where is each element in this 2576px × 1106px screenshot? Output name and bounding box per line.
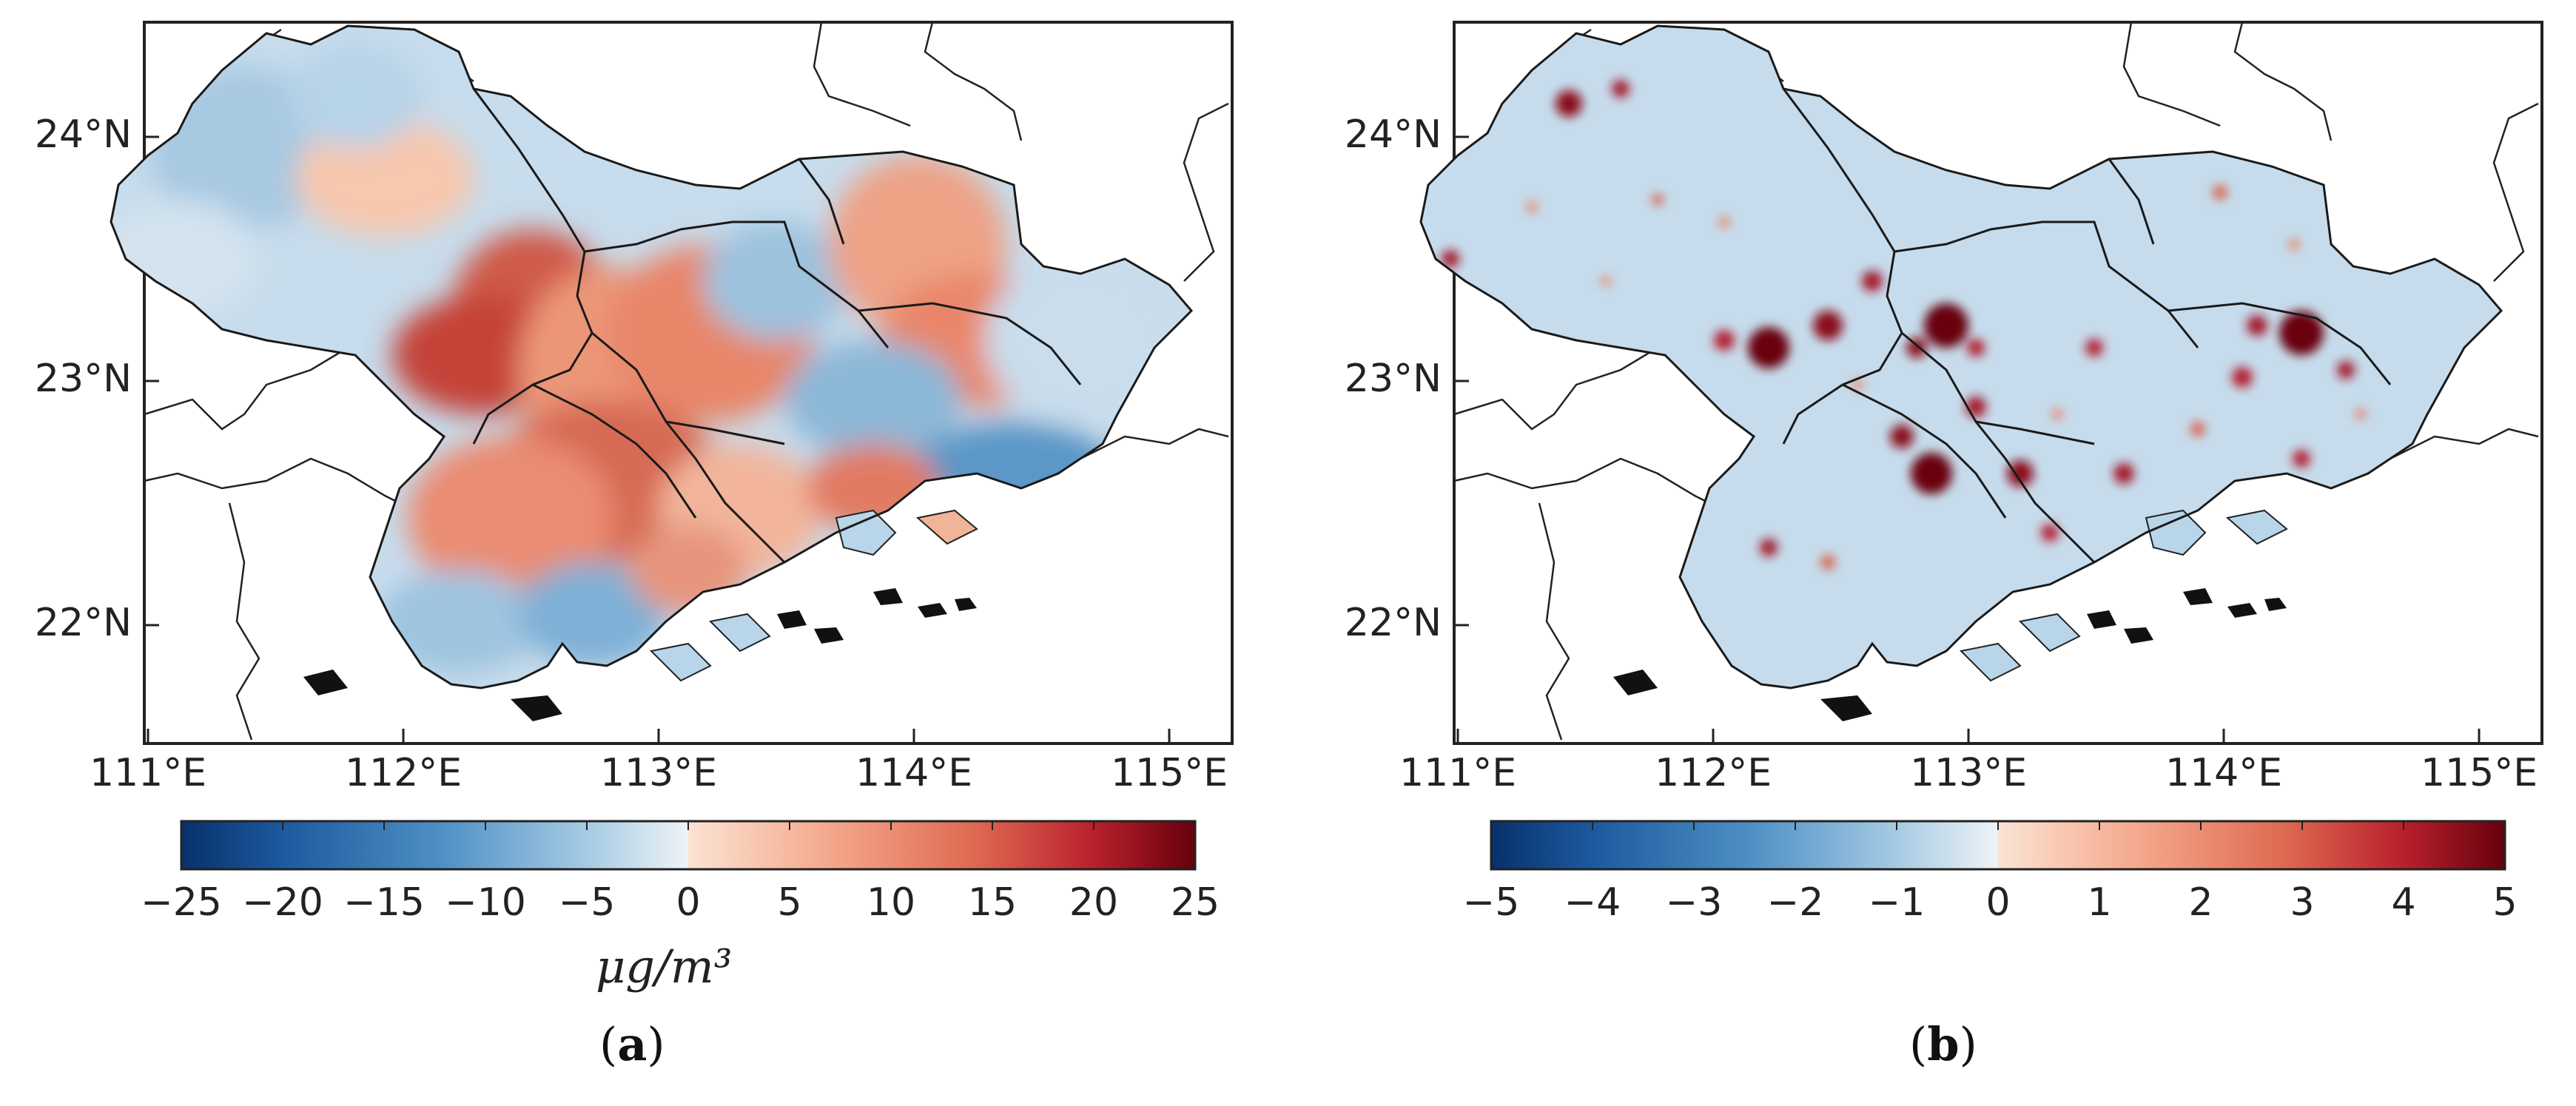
lat-ticks-a bbox=[144, 135, 159, 627]
lon-label-112e: 112°E bbox=[344, 751, 463, 795]
coastal-islands-a bbox=[649, 509, 978, 682]
cbar-b-tick: −5 bbox=[1462, 880, 1520, 925]
lon-label-115e: 115°E bbox=[2420, 751, 2538, 795]
cbar-b-tick: 5 bbox=[2492, 880, 2518, 925]
colorbar-unit-label: μg/m³ bbox=[596, 940, 733, 994]
cbar-a-tick: −10 bbox=[445, 880, 526, 925]
cbar-a-tick: −20 bbox=[242, 880, 323, 925]
lon-label-115e: 115°E bbox=[1110, 751, 1228, 795]
cbar-a-tick: 25 bbox=[1170, 880, 1220, 925]
lon-label-113e: 113°E bbox=[1909, 751, 2028, 795]
lon-label-112e: 112°E bbox=[1654, 751, 1772, 795]
lon-label-114e: 114°E bbox=[2165, 751, 2283, 795]
cbar-a-tick: 15 bbox=[967, 880, 1018, 925]
lat-label-24n: 24°N bbox=[1344, 112, 1442, 157]
small-islands-a bbox=[303, 588, 977, 721]
cbar-b-tick: −4 bbox=[1564, 880, 1621, 925]
prd-city-boundaries-a bbox=[110, 24, 1194, 689]
lat-label-23n: 23°N bbox=[1344, 357, 1442, 401]
cbar-a-tick: −5 bbox=[558, 880, 616, 925]
cbar-b-tick: 1 bbox=[2087, 880, 2112, 925]
cbar-a-tick: 0 bbox=[676, 880, 701, 925]
lon-label-111e: 111°E bbox=[1399, 751, 1517, 795]
cbar-b-tick: −2 bbox=[1766, 880, 1824, 925]
lat-label-22n: 22°N bbox=[34, 601, 132, 645]
lat-label-22n: 22°N bbox=[1344, 601, 1442, 645]
lon-label-113e: 113°E bbox=[599, 751, 718, 795]
lon-ticks-a bbox=[147, 729, 1171, 743]
panel-caption-a: (a) bbox=[599, 1017, 665, 1071]
lon-label-114e: 114°E bbox=[855, 751, 973, 795]
lon-ticks-b bbox=[1456, 729, 2481, 743]
panel-a: 24°N 23°N 22°N 111°E 112°E 113°E 114°E 1… bbox=[34, 21, 1234, 1071]
cbar-b-tick: 3 bbox=[2290, 880, 2315, 925]
prd-city-boundaries-b bbox=[1419, 24, 2503, 689]
lat-ticks-b bbox=[1454, 135, 1469, 627]
cbar-b-tick: 0 bbox=[1985, 880, 2011, 925]
cbar-a-tick: 10 bbox=[866, 880, 916, 925]
cbar-a-tick: −25 bbox=[141, 880, 222, 925]
coastal-islands-b bbox=[1959, 509, 2288, 682]
lat-label-24n: 24°N bbox=[34, 112, 132, 157]
small-islands-b bbox=[1613, 588, 2287, 721]
panel-caption-b: (b) bbox=[1909, 1017, 1977, 1071]
panel-b: 24°N 23°N 22°N 111°E 112°E 113°E 114°E 1… bbox=[1310, 0, 2576, 1106]
cbar-b-tick: −3 bbox=[1665, 880, 1723, 925]
lon-label-111e: 111°E bbox=[89, 751, 207, 795]
cbar-a-tick: −15 bbox=[343, 880, 425, 925]
map-panel-a bbox=[110, 21, 1234, 871]
cbar-b-tick: 4 bbox=[2391, 880, 2416, 925]
cbar-b-tick: 2 bbox=[2188, 880, 2213, 925]
map-panel-b bbox=[1419, 21, 2543, 871]
cbar-a-tick: 5 bbox=[777, 880, 802, 925]
cbar-b-tick: −1 bbox=[1868, 880, 1926, 925]
colorbar-ticks-b bbox=[1592, 821, 2404, 830]
colorbar-ticks-a bbox=[282, 821, 1094, 830]
lat-label-23n: 23°N bbox=[34, 357, 132, 401]
cbar-a-tick: 20 bbox=[1069, 880, 1119, 925]
